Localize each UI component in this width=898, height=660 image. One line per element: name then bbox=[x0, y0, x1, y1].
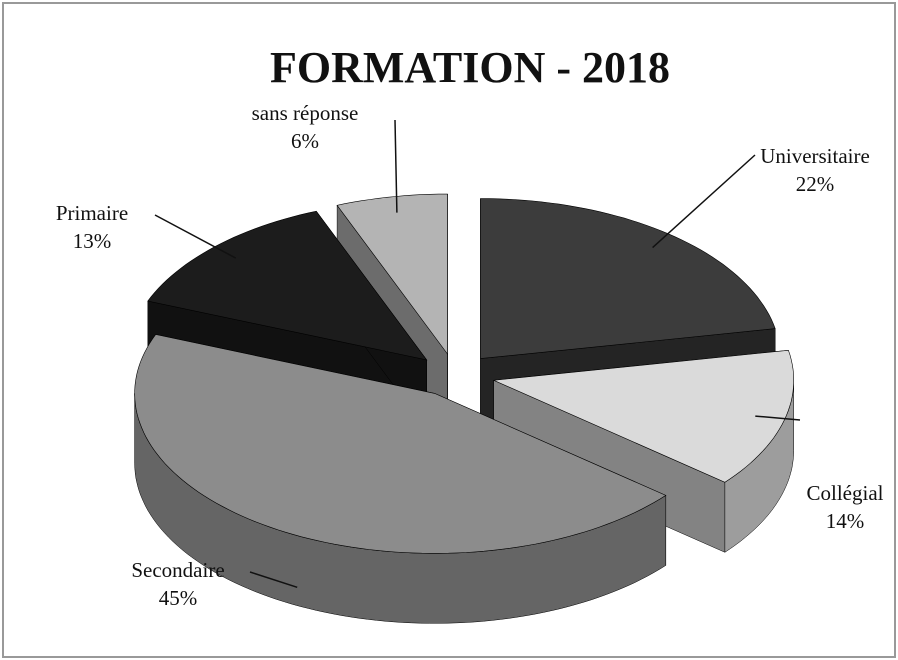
slice-value-label: 6% bbox=[291, 129, 319, 153]
leader-line bbox=[755, 415, 801, 421]
slice-value-label: 45% bbox=[159, 586, 198, 610]
slice-label: Secondaire bbox=[131, 558, 224, 582]
slice bbox=[336, 193, 448, 355]
slice-label: sans réponse bbox=[252, 101, 359, 125]
slice-label: Universitaire bbox=[760, 144, 870, 168]
slice-value-label: 13% bbox=[73, 229, 112, 253]
leader-line bbox=[154, 214, 237, 259]
chart-title: FORMATION - 2018 bbox=[270, 43, 670, 92]
slice bbox=[492, 349, 794, 483]
slice-value-label: 22% bbox=[796, 172, 835, 196]
slice bbox=[134, 334, 667, 554]
leader-line bbox=[394, 119, 398, 213]
slice-label: Primaire bbox=[56, 201, 128, 225]
slice-label: Collégial bbox=[807, 481, 884, 505]
slice-value-label: 14% bbox=[826, 509, 865, 533]
slice bbox=[480, 198, 776, 359]
leader-line bbox=[652, 154, 756, 249]
leader-line bbox=[249, 571, 298, 589]
